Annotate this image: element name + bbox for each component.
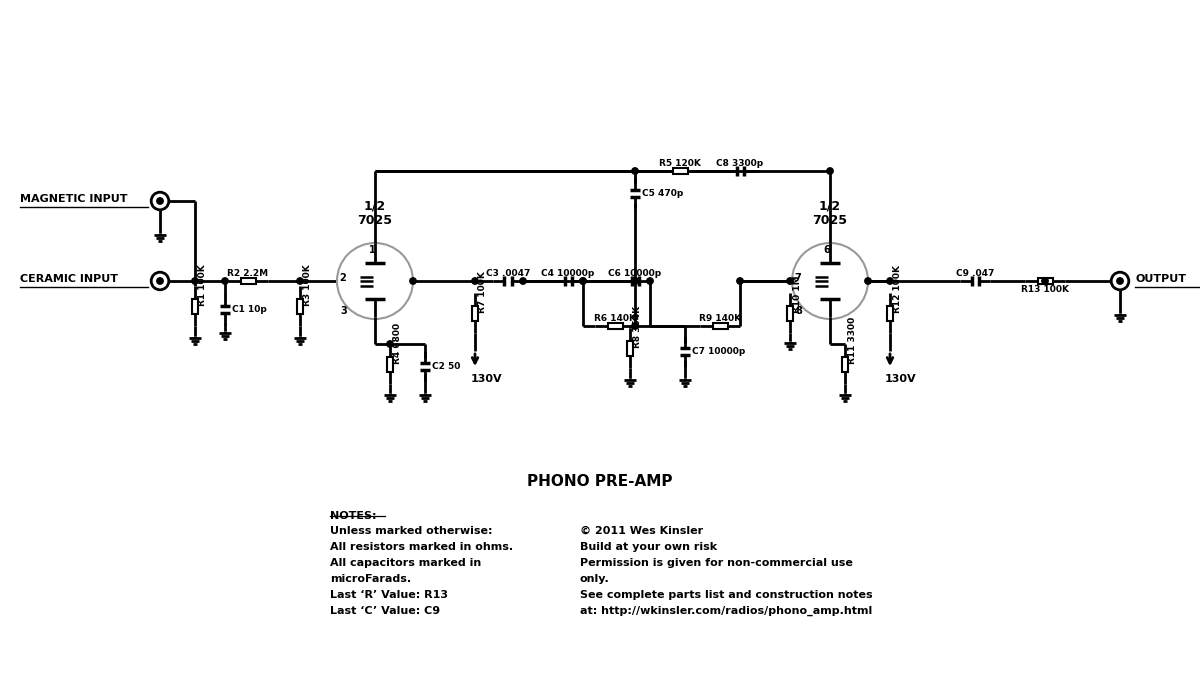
- Circle shape: [631, 323, 638, 329]
- Text: C1 10p: C1 10p: [233, 305, 266, 314]
- Circle shape: [222, 278, 228, 284]
- Circle shape: [792, 243, 868, 319]
- Text: Permission is given for non-commercial use: Permission is given for non-commercial u…: [580, 558, 853, 568]
- Bar: [388, 356, 392, 372]
- Text: R5 120K: R5 120K: [659, 159, 701, 168]
- Text: C2 50: C2 50: [432, 362, 461, 370]
- Text: R4 6800: R4 6800: [392, 323, 402, 364]
- Text: C3 .0047: C3 .0047: [486, 268, 530, 278]
- Circle shape: [520, 278, 527, 284]
- Text: 1/2
7025: 1/2 7025: [812, 199, 847, 227]
- Circle shape: [631, 278, 638, 284]
- Bar: [672, 168, 688, 174]
- Text: 3: 3: [340, 306, 347, 316]
- Text: All resistors marked in ohms.: All resistors marked in ohms.: [330, 542, 514, 552]
- Circle shape: [157, 278, 163, 284]
- Text: OUTPUT: OUTPUT: [1135, 274, 1186, 284]
- Text: microFarads.: microFarads.: [330, 574, 412, 584]
- Circle shape: [157, 198, 163, 204]
- Bar: [888, 306, 893, 320]
- Circle shape: [631, 168, 638, 174]
- Text: only.: only.: [580, 574, 610, 584]
- Circle shape: [737, 278, 743, 284]
- Text: Last ‘R’ Value: R13: Last ‘R’ Value: R13: [330, 590, 448, 600]
- Text: 8: 8: [796, 306, 802, 316]
- Circle shape: [1117, 278, 1123, 284]
- Circle shape: [151, 192, 169, 210]
- Bar: [473, 306, 478, 320]
- Circle shape: [1042, 278, 1049, 284]
- Text: Unless marked otherwise:: Unless marked otherwise:: [330, 526, 492, 536]
- Circle shape: [865, 278, 871, 284]
- Text: C7 10000p: C7 10000p: [692, 347, 745, 356]
- Text: R11 3300: R11 3300: [847, 317, 857, 364]
- Circle shape: [386, 341, 394, 347]
- Text: 6: 6: [823, 245, 830, 254]
- Bar: [628, 341, 632, 356]
- Text: © 2011 Wes Kinsler: © 2011 Wes Kinsler: [580, 526, 703, 536]
- Bar: [240, 279, 256, 284]
- Text: R13 100K: R13 100K: [1021, 285, 1069, 294]
- Text: C8 3300p: C8 3300p: [716, 159, 763, 168]
- Text: NOTES:: NOTES:: [330, 511, 377, 521]
- Text: R1 100K: R1 100K: [198, 264, 206, 306]
- Circle shape: [647, 278, 653, 284]
- Text: Build at your own risk: Build at your own risk: [580, 542, 718, 552]
- Bar: [713, 323, 727, 329]
- Text: R3 100K: R3 100K: [302, 264, 312, 306]
- Circle shape: [827, 168, 833, 174]
- Circle shape: [296, 278, 304, 284]
- Text: C5 470p: C5 470p: [642, 189, 684, 197]
- Text: 130V: 130V: [886, 374, 917, 384]
- Text: 1: 1: [368, 245, 376, 254]
- Text: R2 2.2M: R2 2.2M: [228, 268, 269, 278]
- Text: 1/2
7025: 1/2 7025: [358, 199, 392, 227]
- Text: C9 .047: C9 .047: [956, 268, 994, 278]
- Bar: [787, 306, 792, 320]
- Circle shape: [631, 278, 638, 284]
- Circle shape: [580, 278, 587, 284]
- Text: R9 140K: R9 140K: [698, 314, 742, 322]
- Circle shape: [472, 278, 478, 284]
- Text: 7: 7: [794, 272, 800, 283]
- Text: 2: 2: [340, 272, 346, 283]
- Circle shape: [631, 278, 638, 284]
- Text: CERAMIC INPUT: CERAMIC INPUT: [20, 274, 118, 284]
- Bar: [1038, 279, 1052, 284]
- Text: R8 354K: R8 354K: [632, 306, 642, 348]
- Bar: [842, 356, 847, 372]
- Circle shape: [787, 278, 793, 284]
- Circle shape: [151, 272, 169, 290]
- Text: PHONO PRE-AMP: PHONO PRE-AMP: [527, 473, 673, 489]
- Text: C6 10000p: C6 10000p: [608, 268, 661, 278]
- Bar: [192, 299, 198, 314]
- Text: See complete parts list and construction notes: See complete parts list and construction…: [580, 590, 872, 600]
- Circle shape: [192, 278, 198, 284]
- Circle shape: [580, 278, 587, 284]
- Text: R7 100K: R7 100K: [478, 271, 487, 313]
- Text: Last ‘C’ Value: C9: Last ‘C’ Value: C9: [330, 606, 440, 616]
- Text: 130V: 130V: [470, 374, 502, 384]
- Text: R6 140K: R6 140K: [594, 314, 636, 322]
- Text: at: http://wkinsler.com/radios/phono_amp.html: at: http://wkinsler.com/radios/phono_amp…: [580, 606, 872, 617]
- Text: MAGNETIC INPUT: MAGNETIC INPUT: [20, 194, 127, 204]
- Bar: [298, 299, 302, 314]
- Circle shape: [887, 278, 893, 284]
- Circle shape: [337, 243, 413, 319]
- Text: R10 1M: R10 1M: [793, 275, 802, 313]
- Text: C4 10000p: C4 10000p: [541, 268, 595, 278]
- Text: R12 100K: R12 100K: [893, 265, 901, 313]
- Circle shape: [1111, 272, 1129, 290]
- Circle shape: [410, 278, 416, 284]
- Bar: [607, 323, 623, 329]
- Text: All capacitors marked in: All capacitors marked in: [330, 558, 481, 568]
